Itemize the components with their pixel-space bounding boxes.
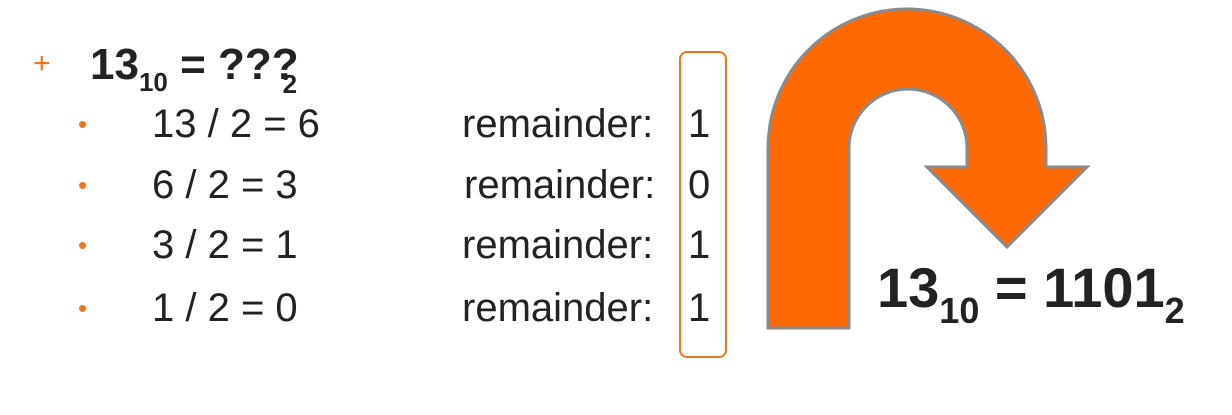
remainder-label: remainder:	[462, 286, 654, 330]
heading-base-subscript: 10	[138, 67, 168, 97]
remainder-value: 1	[688, 102, 711, 146]
row-bullet: •	[78, 109, 88, 139]
row-bullet: •	[78, 230, 88, 260]
remainder-label: remainder:	[464, 163, 656, 207]
result-base-number: 13	[877, 256, 940, 319]
heading-base-number: 13	[90, 40, 139, 89]
result-base-subscript: 10	[939, 290, 980, 331]
question-heading: 1310 = ???2	[90, 40, 313, 99]
remainder-highlight-box	[679, 51, 727, 358]
remainder-value: 1	[688, 286, 711, 330]
result-binary-value: = 1101	[979, 256, 1165, 319]
division-step: 1 / 2 = 0	[152, 286, 298, 330]
remainder-label: remainder:	[462, 102, 654, 146]
result-target-subscript: 2	[1164, 290, 1185, 331]
remainder-value: 0	[688, 163, 711, 207]
plus-bullet: +	[33, 47, 51, 80]
division-step: 13 / 2 = 6	[152, 102, 320, 146]
row-bullet: •	[78, 170, 88, 200]
heading-target-subscript: 2	[282, 69, 298, 99]
conversion-result: 1310 = 11012	[877, 256, 1185, 332]
heading-equals-unknown: = ???	[167, 40, 299, 89]
division-step: 3 / 2 = 1	[152, 223, 298, 267]
row-bullet: •	[78, 293, 88, 323]
remainder-value: 1	[688, 223, 711, 267]
division-step: 6 / 2 = 3	[152, 163, 298, 207]
remainder-label: remainder:	[462, 223, 654, 267]
